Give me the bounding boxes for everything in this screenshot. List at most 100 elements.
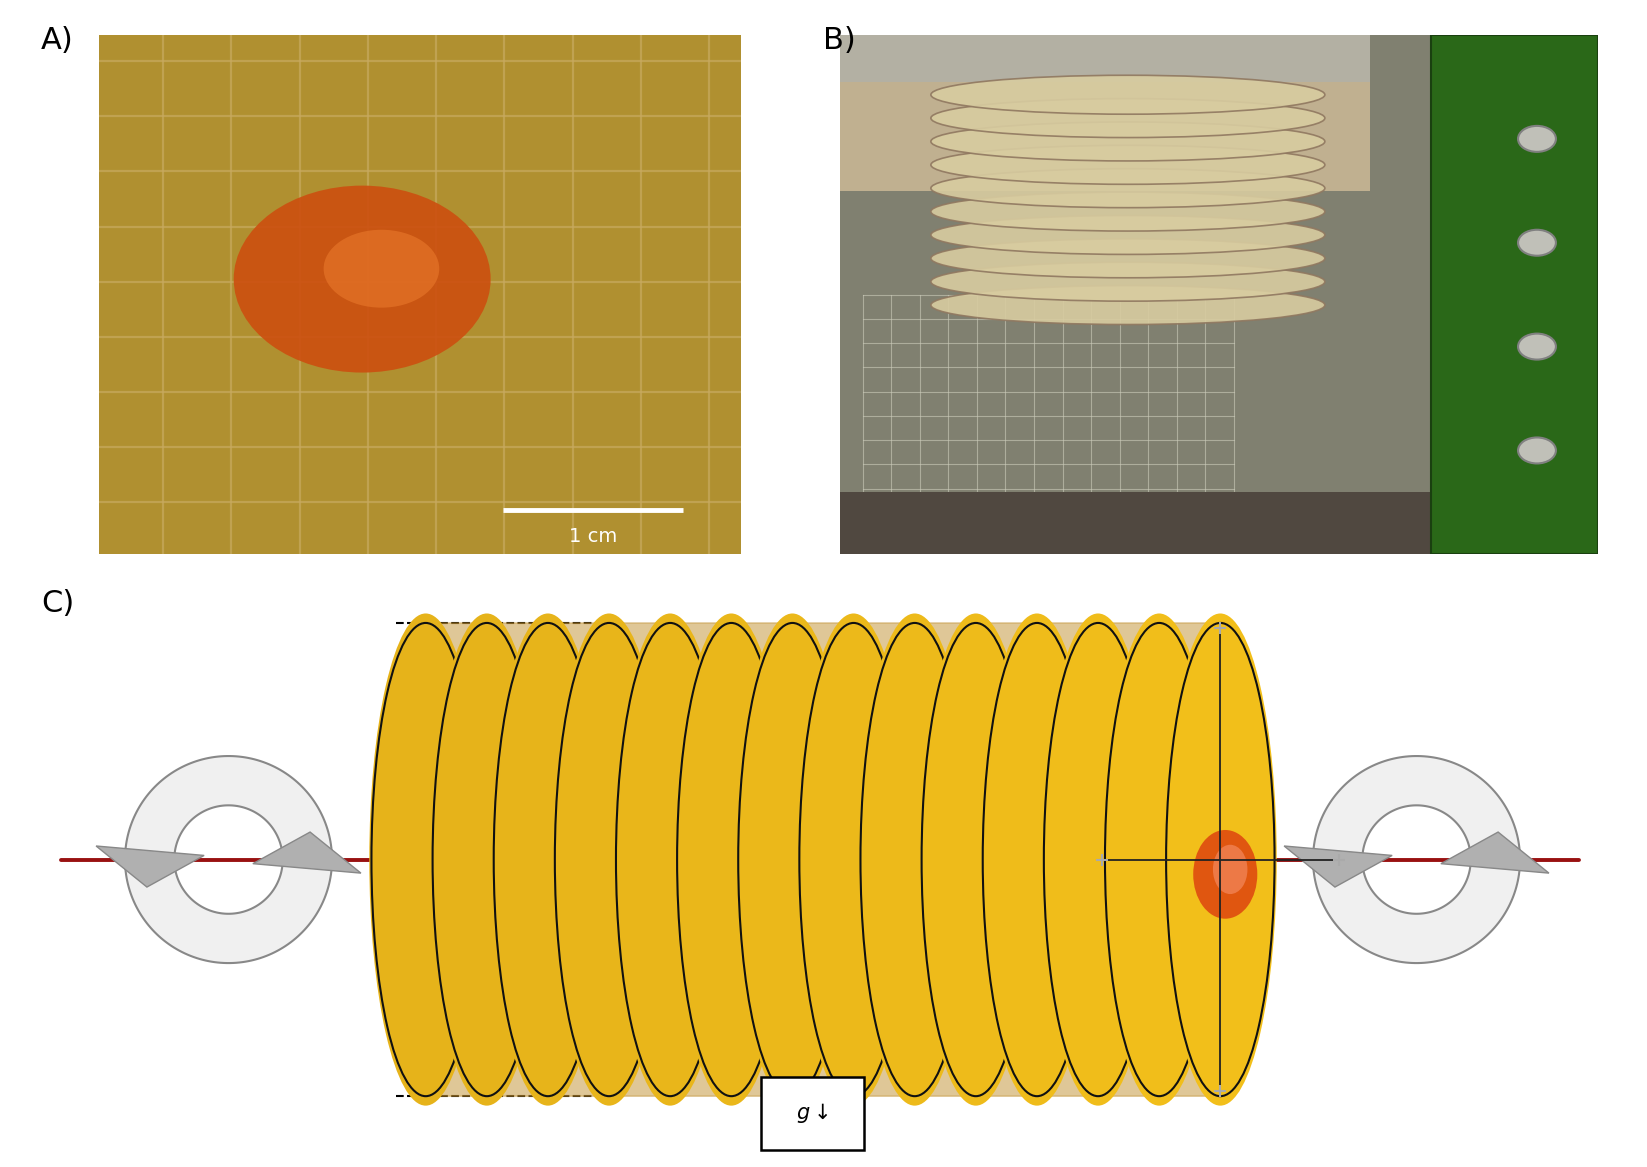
- Ellipse shape: [922, 623, 1029, 1096]
- Ellipse shape: [898, 784, 932, 935]
- Ellipse shape: [817, 699, 891, 1020]
- Ellipse shape: [959, 784, 993, 935]
- Ellipse shape: [763, 727, 824, 992]
- Ellipse shape: [1113, 661, 1204, 1058]
- Ellipse shape: [766, 746, 819, 973]
- Ellipse shape: [1044, 623, 1153, 1096]
- Ellipse shape: [458, 736, 516, 983]
- Ellipse shape: [1209, 812, 1232, 907]
- Text: A): A): [41, 26, 74, 55]
- Ellipse shape: [520, 736, 576, 983]
- Ellipse shape: [738, 623, 847, 1096]
- Ellipse shape: [596, 803, 623, 916]
- Ellipse shape: [1059, 690, 1136, 1030]
- Ellipse shape: [448, 690, 525, 1030]
- Ellipse shape: [1131, 736, 1187, 983]
- Ellipse shape: [604, 840, 613, 879]
- Ellipse shape: [805, 651, 901, 1068]
- Ellipse shape: [372, 623, 479, 1096]
- Ellipse shape: [637, 718, 703, 1001]
- Ellipse shape: [1171, 642, 1270, 1077]
- Ellipse shape: [436, 642, 537, 1077]
- Ellipse shape: [1127, 718, 1192, 1001]
- Ellipse shape: [939, 699, 1013, 1020]
- Ellipse shape: [705, 746, 758, 973]
- Ellipse shape: [884, 727, 945, 992]
- Ellipse shape: [478, 822, 496, 897]
- Ellipse shape: [873, 679, 955, 1040]
- Ellipse shape: [446, 679, 529, 1040]
- Ellipse shape: [904, 812, 926, 907]
- Ellipse shape: [840, 803, 866, 916]
- Ellipse shape: [665, 840, 675, 879]
- Ellipse shape: [390, 708, 461, 1011]
- Ellipse shape: [415, 812, 436, 907]
- Ellipse shape: [712, 775, 751, 945]
- Polygon shape: [1313, 756, 1520, 855]
- Ellipse shape: [1207, 803, 1234, 916]
- Ellipse shape: [443, 670, 530, 1049]
- Ellipse shape: [1194, 746, 1247, 973]
- Ellipse shape: [578, 727, 639, 992]
- Ellipse shape: [1066, 718, 1130, 1001]
- Ellipse shape: [970, 831, 982, 888]
- Ellipse shape: [456, 727, 517, 992]
- Ellipse shape: [440, 651, 535, 1068]
- Ellipse shape: [1095, 850, 1100, 869]
- Ellipse shape: [929, 651, 1023, 1068]
- Ellipse shape: [433, 623, 540, 1096]
- Ellipse shape: [509, 690, 586, 1030]
- Ellipse shape: [1173, 651, 1268, 1068]
- Circle shape: [1519, 334, 1556, 359]
- Ellipse shape: [791, 850, 794, 869]
- Ellipse shape: [380, 661, 471, 1058]
- Ellipse shape: [1052, 661, 1143, 1058]
- Ellipse shape: [776, 784, 810, 935]
- Ellipse shape: [952, 755, 1000, 964]
- Ellipse shape: [786, 831, 799, 888]
- Ellipse shape: [708, 755, 756, 964]
- Ellipse shape: [1006, 727, 1067, 992]
- Ellipse shape: [957, 775, 995, 945]
- Ellipse shape: [496, 633, 600, 1086]
- Ellipse shape: [931, 99, 1324, 138]
- Ellipse shape: [1164, 614, 1276, 1105]
- Ellipse shape: [1168, 633, 1273, 1086]
- Polygon shape: [254, 832, 361, 873]
- Ellipse shape: [1080, 784, 1115, 935]
- Ellipse shape: [553, 614, 665, 1105]
- Ellipse shape: [524, 755, 572, 964]
- Ellipse shape: [423, 850, 428, 869]
- Ellipse shape: [585, 755, 632, 964]
- Ellipse shape: [461, 746, 512, 973]
- Ellipse shape: [471, 794, 502, 925]
- Ellipse shape: [937, 690, 1015, 1030]
- Ellipse shape: [394, 718, 458, 1001]
- Ellipse shape: [827, 746, 879, 973]
- Ellipse shape: [591, 784, 626, 935]
- Ellipse shape: [1018, 775, 1056, 945]
- Ellipse shape: [376, 642, 476, 1077]
- Ellipse shape: [629, 679, 712, 1040]
- Ellipse shape: [990, 651, 1085, 1068]
- Ellipse shape: [685, 661, 777, 1058]
- Ellipse shape: [590, 775, 629, 945]
- Ellipse shape: [1219, 850, 1222, 869]
- Ellipse shape: [753, 690, 832, 1030]
- Ellipse shape: [1125, 708, 1194, 1011]
- Ellipse shape: [725, 831, 738, 888]
- Ellipse shape: [931, 263, 1324, 301]
- Ellipse shape: [866, 651, 962, 1068]
- Ellipse shape: [400, 746, 451, 973]
- Ellipse shape: [838, 794, 868, 925]
- Ellipse shape: [960, 794, 991, 925]
- Ellipse shape: [1072, 746, 1125, 973]
- Ellipse shape: [901, 803, 927, 916]
- Ellipse shape: [623, 651, 718, 1068]
- Ellipse shape: [1074, 755, 1122, 964]
- Ellipse shape: [659, 812, 682, 907]
- Ellipse shape: [382, 670, 469, 1049]
- Ellipse shape: [1215, 840, 1225, 879]
- Ellipse shape: [931, 286, 1324, 324]
- Bar: [1431, 35, 1598, 554]
